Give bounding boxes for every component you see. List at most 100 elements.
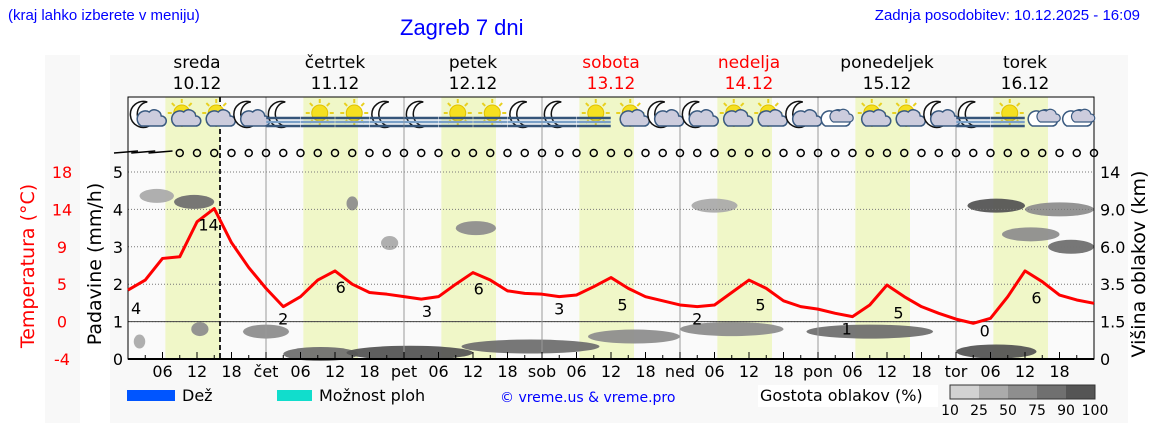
cloudy-icon bbox=[1061, 108, 1096, 127]
cloud-height-tick: 14 bbox=[1100, 163, 1120, 182]
x-hour-label: 12 bbox=[739, 362, 759, 381]
x-hour-label: 18 bbox=[635, 362, 655, 381]
moon-fog-icon bbox=[956, 100, 991, 129]
calm-circle-icon bbox=[503, 148, 512, 158]
calm-circle-icon bbox=[727, 148, 736, 158]
sun-cloud-icon bbox=[616, 99, 650, 127]
day-name: sreda bbox=[173, 53, 220, 73]
calm-circle-icon bbox=[1089, 148, 1099, 158]
sun-cloud-icon bbox=[719, 99, 754, 127]
cloud-scale-swatch bbox=[950, 385, 979, 399]
calm-circle-icon bbox=[382, 148, 391, 158]
cloud-patch bbox=[680, 322, 784, 337]
rain-tick: 4 bbox=[113, 200, 123, 219]
calm-circle-icon bbox=[1020, 148, 1030, 158]
cloud-height-tick: 0 bbox=[1100, 350, 1110, 369]
calm-circle-icon bbox=[710, 148, 719, 158]
calm-circle-icon bbox=[261, 148, 271, 158]
x-hour-label: 06 bbox=[566, 362, 586, 381]
cloud-scale-swatch bbox=[1066, 385, 1095, 399]
day-date: 11.12 bbox=[311, 74, 360, 94]
calm-circle-icon bbox=[244, 148, 253, 158]
cloud-scale-tick: 100 bbox=[1082, 403, 1109, 419]
cloud-patch bbox=[346, 345, 473, 360]
calm-circle-icon bbox=[192, 148, 202, 158]
calm-circle-icon bbox=[813, 148, 823, 158]
sun-fog-icon bbox=[300, 99, 335, 128]
cloud-patch bbox=[461, 339, 600, 354]
x-hour-label: 12 bbox=[877, 362, 897, 381]
cloud-patch bbox=[346, 196, 358, 211]
calm-circle-icon bbox=[951, 148, 961, 158]
calm-circle-icon bbox=[779, 148, 788, 158]
x-hour-label: 18 bbox=[359, 362, 379, 381]
calm-circle-icon bbox=[831, 148, 840, 158]
calm-circle-icon bbox=[675, 148, 685, 158]
moon-fog-icon bbox=[369, 100, 404, 129]
temperature-label: 2 bbox=[692, 310, 702, 329]
rain-tick: 1 bbox=[113, 313, 123, 332]
rain-axis-label: Padavine (mm/h) bbox=[84, 183, 106, 346]
temp-tick: 5 bbox=[57, 275, 67, 294]
temperature-label: 14 bbox=[198, 216, 218, 235]
x-hour-label: 12 bbox=[601, 362, 621, 381]
day-name: torek bbox=[1003, 53, 1047, 73]
calm-circle-icon bbox=[486, 148, 495, 158]
moon-fog-icon bbox=[266, 100, 301, 129]
showers-legend-swatch bbox=[277, 390, 312, 401]
sun-fog-icon bbox=[473, 99, 508, 128]
temp-tick: 0 bbox=[57, 313, 67, 332]
temp-axis-label: Temperatura (°C) bbox=[17, 184, 39, 349]
calm-circle-icon bbox=[227, 148, 236, 158]
cloud-patch bbox=[139, 188, 174, 203]
cloud-legend-label-bg bbox=[758, 385, 938, 407]
calm-circle-icon bbox=[520, 148, 529, 158]
moon-fog-icon bbox=[507, 100, 542, 129]
day-name: nedelja bbox=[718, 53, 780, 73]
calm-circle-icon bbox=[348, 148, 357, 158]
calm-circle-icon bbox=[175, 148, 184, 158]
calm-circle-icon bbox=[641, 148, 650, 158]
cloud-height-tick: 9.0 bbox=[1100, 200, 1125, 219]
sun-cloud-icon bbox=[167, 99, 202, 127]
day-name: ponedeljek bbox=[840, 53, 934, 73]
calm-circle-icon bbox=[606, 148, 616, 158]
x-hour-label: 12 bbox=[325, 362, 345, 381]
cloud-scale-tick: 90 bbox=[1057, 403, 1075, 419]
temperature-label: 3 bbox=[422, 302, 432, 321]
calm-circle-icon bbox=[882, 148, 892, 158]
location-hint[interactable]: (kraj lahko izberete v meniju) bbox=[8, 7, 200, 24]
rain-tick: 3 bbox=[113, 238, 123, 257]
x-hour-label: 06 bbox=[980, 362, 1000, 381]
calm-circle-icon bbox=[969, 148, 978, 158]
temperature-label: 5 bbox=[755, 295, 765, 314]
calm-circle-icon bbox=[330, 148, 340, 158]
cloud-scale-tick: 50 bbox=[999, 403, 1017, 419]
moon-cloud-icon bbox=[923, 100, 961, 129]
last-updated: Zadnja posodobitev: 10.12.2025 - 16:09 bbox=[874, 7, 1140, 24]
day-date: 14.12 bbox=[725, 74, 774, 94]
sun-cloud-icon bbox=[892, 99, 926, 127]
sun-fog-icon bbox=[438, 99, 473, 128]
x-hour-label: 18 bbox=[773, 362, 793, 381]
calm-circle-icon bbox=[417, 148, 426, 158]
temperature-label: 3 bbox=[554, 300, 564, 319]
moon-cloud-icon bbox=[129, 100, 167, 129]
cloud-patch bbox=[967, 198, 1025, 213]
rain-tick: 0 bbox=[113, 350, 123, 369]
rain-legend-swatch bbox=[127, 390, 175, 401]
x-hour-label: 06 bbox=[428, 362, 448, 381]
calm-circle-icon bbox=[555, 148, 564, 158]
temperature-label: 5 bbox=[617, 295, 627, 314]
calm-circle-icon bbox=[1055, 148, 1064, 158]
calm-circle-icon bbox=[762, 148, 771, 158]
temperature-label: 4 bbox=[131, 299, 141, 318]
sun-cloud-icon bbox=[754, 99, 788, 127]
cloud-scale-swatch bbox=[1008, 385, 1037, 399]
cloud-patch bbox=[191, 322, 209, 337]
x-day-label: ned bbox=[665, 362, 695, 381]
cloud-height-axis-label: Višina oblakov (km) bbox=[1128, 171, 1150, 358]
temperature-label: 5 bbox=[893, 304, 903, 323]
day-name: sobota bbox=[582, 53, 640, 73]
cloud-patch bbox=[283, 347, 358, 362]
